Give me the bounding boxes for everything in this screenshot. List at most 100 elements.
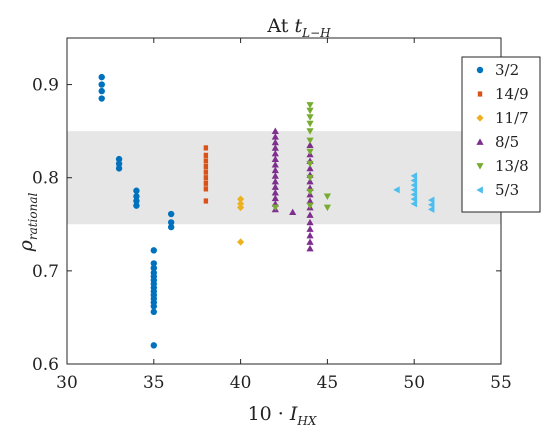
legend-marker: [476, 186, 483, 194]
data-marks: [98, 73, 435, 349]
data-point: [271, 144, 279, 151]
data-point: [410, 200, 418, 208]
series-4: [271, 102, 331, 212]
data-point: [410, 176, 418, 185]
y-tick-label: 0.9: [32, 76, 59, 96]
legend-label: 13/8: [495, 157, 529, 175]
data-point: [410, 190, 418, 199]
data-point: [306, 148, 314, 156]
data-point: [306, 120, 314, 128]
data-point: [271, 194, 279, 202]
data-point: [237, 238, 245, 246]
data-point: [323, 204, 331, 212]
data-point: [237, 203, 245, 212]
data-point: [150, 247, 157, 254]
legend-label: 14/9: [495, 85, 529, 103]
data-point: [167, 223, 175, 231]
data-point: [203, 152, 209, 158]
data-point: [167, 219, 175, 226]
data-point: [203, 180, 209, 186]
data-point: [306, 102, 314, 109]
legend-marker: [476, 66, 484, 74]
data-point: [289, 208, 297, 216]
data-point: [271, 189, 279, 196]
data-point: [427, 201, 435, 209]
data-point: [98, 95, 105, 102]
data-point: [306, 141, 314, 148]
data-point: [306, 107, 314, 115]
data-point: [271, 161, 279, 168]
data-point: [115, 160, 123, 167]
data-point: [167, 210, 175, 218]
x-tick-label: 45: [317, 373, 339, 393]
data-point: [203, 163, 209, 170]
data-point: [271, 138, 279, 146]
x-tick-label: 30: [56, 373, 78, 393]
y-axis-title: ρrational: [15, 193, 40, 253]
series-5: [393, 172, 435, 213]
data-point: [150, 260, 157, 267]
data-point: [323, 193, 331, 200]
data-point: [133, 193, 140, 200]
data-point: [203, 158, 209, 164]
legend-marker: [476, 138, 484, 145]
data-point: [306, 225, 314, 232]
series-2: [237, 195, 245, 246]
chart-title: At tL−H: [266, 15, 331, 40]
y-tick-label: 0.6: [32, 355, 59, 375]
x-tick-label: 40: [230, 373, 252, 393]
x-axis-title: 10 · IHX: [248, 403, 317, 428]
data-point: [271, 204, 279, 212]
data-point: [271, 149, 279, 157]
data-point: [427, 205, 435, 213]
data-point: [271, 172, 279, 179]
data-point: [237, 195, 245, 203]
data-point: [133, 187, 140, 194]
data-point: [306, 197, 314, 204]
legend-label: 11/7: [495, 109, 529, 127]
data-point: [306, 137, 314, 145]
legend-label: 5/3: [495, 181, 519, 199]
data-point: [306, 160, 314, 168]
data-point: [306, 238, 314, 245]
data-point: [98, 73, 105, 81]
data-point: [98, 87, 105, 95]
data-point: [393, 186, 400, 194]
data-point: [203, 145, 209, 151]
data-point: [410, 172, 418, 180]
reference-band: [67, 131, 501, 225]
x-tick-label: 50: [403, 373, 425, 393]
data-point: [271, 166, 279, 174]
legend: 3/2 14/9 11/7 8/5 13/8 5/3: [461, 56, 541, 213]
data-point: [203, 186, 209, 192]
data-point: [271, 127, 279, 135]
data-point: [115, 155, 123, 163]
legend-label: 3/2: [495, 61, 519, 79]
x-tick-label: 35: [143, 373, 165, 393]
data-point: [306, 231, 314, 239]
y-tick-label: 0.8: [32, 169, 59, 189]
x-tick-label: 55: [490, 373, 512, 393]
data-point: [306, 202, 314, 210]
data-point: [306, 174, 314, 182]
data-point: [150, 308, 157, 316]
data-point: [427, 196, 435, 204]
legend-box: [461, 56, 541, 213]
data-point: [115, 165, 123, 172]
data-point: [306, 218, 314, 226]
data-point: [410, 195, 418, 203]
legend-marker: [476, 163, 484, 170]
data-point: [271, 133, 279, 140]
data-point: [98, 81, 105, 88]
legend-label: 8/5: [495, 133, 519, 151]
data-point: [150, 342, 157, 349]
legend-marker: [477, 91, 483, 97]
data-point: [271, 177, 279, 185]
data-point: [306, 244, 314, 252]
data-point: [271, 183, 279, 190]
data-point: [410, 181, 418, 189]
axis-ticks: 30 35 40 45 50 55 0.6 0.7 0.8 0.9: [32, 38, 512, 393]
data-point: [271, 155, 279, 162]
legend-marker: [476, 114, 484, 122]
